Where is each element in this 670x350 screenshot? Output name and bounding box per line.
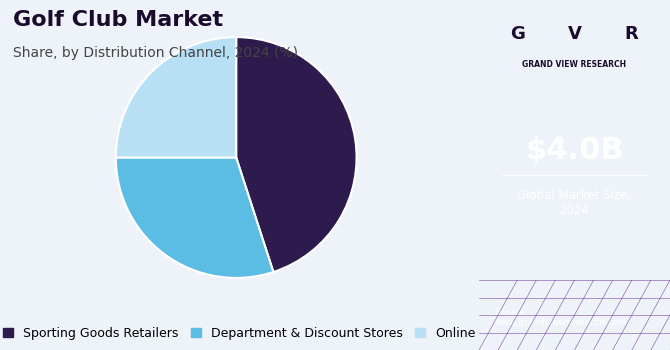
Wedge shape xyxy=(116,158,273,278)
Text: Share, by Distribution Channel, 2024 (%): Share, by Distribution Channel, 2024 (%) xyxy=(13,46,298,60)
Text: Source:
www.grandviewresearch.com: Source: www.grandviewresearch.com xyxy=(494,308,627,327)
Text: V: V xyxy=(567,25,582,43)
Wedge shape xyxy=(236,37,356,272)
Legend: Sporting Goods Retailers, Department & Discount Stores, Online: Sporting Goods Retailers, Department & D… xyxy=(0,323,480,344)
Wedge shape xyxy=(116,37,237,158)
Text: $4.0B: $4.0B xyxy=(525,136,624,165)
Text: Golf Club Market: Golf Club Market xyxy=(13,10,224,30)
Text: Global Market Size,
2024: Global Market Size, 2024 xyxy=(517,189,632,217)
Text: G: G xyxy=(511,25,525,43)
Text: GRAND VIEW RESEARCH: GRAND VIEW RESEARCH xyxy=(523,60,626,69)
Text: R: R xyxy=(624,25,639,43)
